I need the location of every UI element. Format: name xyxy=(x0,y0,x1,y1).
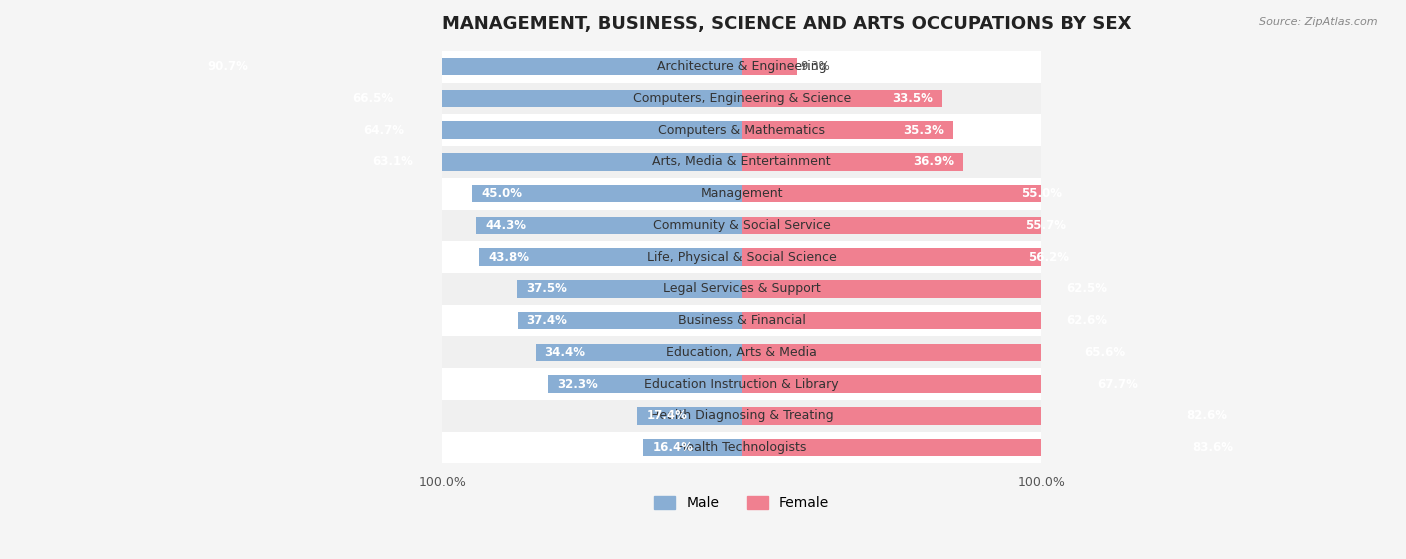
Legend: Male, Female: Male, Female xyxy=(648,491,835,516)
Bar xyxy=(742,375,1147,393)
Text: 36.9%: 36.9% xyxy=(912,155,953,168)
Text: 43.8%: 43.8% xyxy=(488,250,529,264)
Bar xyxy=(517,312,742,329)
Bar xyxy=(637,407,742,424)
Text: Health Technologists: Health Technologists xyxy=(678,441,807,454)
Bar xyxy=(742,217,1076,234)
Text: 62.6%: 62.6% xyxy=(1067,314,1108,327)
Bar xyxy=(441,400,1042,432)
Text: Life, Physical & Social Science: Life, Physical & Social Science xyxy=(647,250,837,264)
Bar xyxy=(441,210,1042,241)
Bar xyxy=(441,337,1042,368)
Text: 63.1%: 63.1% xyxy=(373,155,413,168)
Text: 56.2%: 56.2% xyxy=(1028,250,1070,264)
Text: Business & Financial: Business & Financial xyxy=(678,314,806,327)
Text: 37.4%: 37.4% xyxy=(527,314,568,327)
Bar xyxy=(479,248,742,266)
Bar xyxy=(742,121,953,139)
Bar xyxy=(742,439,1243,456)
Text: 32.3%: 32.3% xyxy=(557,377,598,391)
Bar xyxy=(742,89,942,107)
Text: Education Instruction & Library: Education Instruction & Library xyxy=(644,377,839,391)
Bar xyxy=(517,280,742,297)
Bar xyxy=(198,58,742,75)
Text: Management: Management xyxy=(700,187,783,200)
Bar xyxy=(742,185,1071,202)
Bar xyxy=(548,375,742,393)
Text: Computers & Mathematics: Computers & Mathematics xyxy=(658,124,825,136)
Bar xyxy=(364,153,742,170)
Text: Architecture & Engineering: Architecture & Engineering xyxy=(657,60,827,73)
Bar xyxy=(742,344,1135,361)
Text: Legal Services & Support: Legal Services & Support xyxy=(662,282,821,295)
Bar xyxy=(354,121,742,139)
Bar xyxy=(742,312,1116,329)
Bar xyxy=(472,185,742,202)
Text: 44.3%: 44.3% xyxy=(485,219,526,232)
Text: 45.0%: 45.0% xyxy=(481,187,522,200)
Text: MANAGEMENT, BUSINESS, SCIENCE AND ARTS OCCUPATIONS BY SEX: MANAGEMENT, BUSINESS, SCIENCE AND ARTS O… xyxy=(441,15,1132,33)
Text: 62.5%: 62.5% xyxy=(1066,282,1107,295)
Text: 67.7%: 67.7% xyxy=(1098,377,1139,391)
Bar xyxy=(441,305,1042,337)
Text: Community & Social Service: Community & Social Service xyxy=(652,219,831,232)
Bar xyxy=(536,344,742,361)
Bar xyxy=(441,241,1042,273)
Bar xyxy=(441,114,1042,146)
Text: 33.5%: 33.5% xyxy=(893,92,934,105)
Text: 65.6%: 65.6% xyxy=(1084,346,1126,359)
Text: 82.6%: 82.6% xyxy=(1187,409,1227,422)
Text: 35.3%: 35.3% xyxy=(903,124,945,136)
Bar xyxy=(343,89,742,107)
Bar xyxy=(441,146,1042,178)
Text: 90.7%: 90.7% xyxy=(207,60,249,73)
Text: 16.4%: 16.4% xyxy=(652,441,693,454)
Text: 17.4%: 17.4% xyxy=(647,409,688,422)
Text: 66.5%: 66.5% xyxy=(353,92,394,105)
Bar xyxy=(477,217,742,234)
Text: Source: ZipAtlas.com: Source: ZipAtlas.com xyxy=(1260,17,1378,27)
Bar xyxy=(742,248,1078,266)
Text: 37.5%: 37.5% xyxy=(526,282,567,295)
Bar xyxy=(441,83,1042,114)
Text: Health Diagnosing & Treating: Health Diagnosing & Treating xyxy=(650,409,834,422)
Bar xyxy=(441,432,1042,463)
Bar xyxy=(441,178,1042,210)
Text: 34.4%: 34.4% xyxy=(544,346,585,359)
Bar xyxy=(742,280,1116,297)
Text: Education, Arts & Media: Education, Arts & Media xyxy=(666,346,817,359)
Text: 9.3%: 9.3% xyxy=(800,60,830,73)
Bar xyxy=(441,51,1042,83)
Text: Computers, Engineering & Science: Computers, Engineering & Science xyxy=(633,92,851,105)
Bar xyxy=(441,368,1042,400)
Bar xyxy=(742,58,797,75)
Text: 55.7%: 55.7% xyxy=(1025,219,1066,232)
Bar xyxy=(742,407,1236,424)
Bar xyxy=(441,273,1042,305)
Text: 55.0%: 55.0% xyxy=(1021,187,1062,200)
Bar xyxy=(742,153,963,170)
Text: Arts, Media & Entertainment: Arts, Media & Entertainment xyxy=(652,155,831,168)
Bar xyxy=(644,439,742,456)
Text: 64.7%: 64.7% xyxy=(363,124,404,136)
Text: 83.6%: 83.6% xyxy=(1192,441,1233,454)
